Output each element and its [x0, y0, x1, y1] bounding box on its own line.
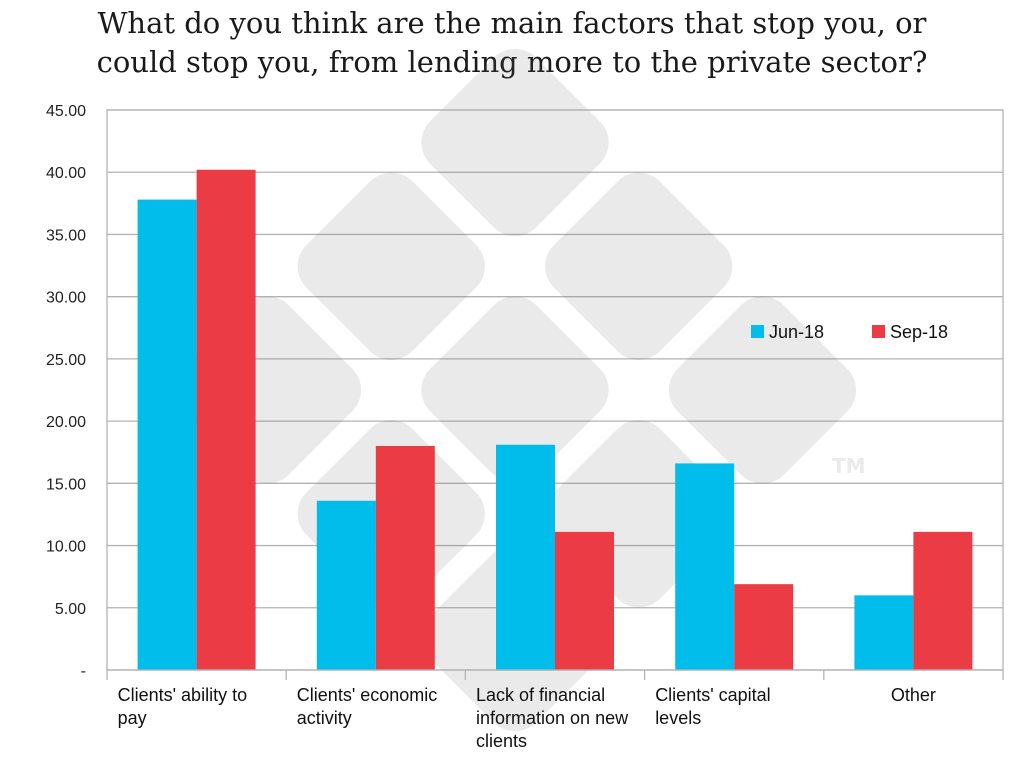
chart-title-line-1: What do you think are the main factors t… [97, 6, 927, 40]
x-category-label: Other [891, 685, 936, 705]
watermark-trademark: TM [832, 454, 866, 478]
y-tick-label: 35.00 [46, 227, 86, 244]
bars [137, 169, 973, 670]
bar-jun-18 [496, 444, 555, 670]
bar-jun-18 [316, 500, 376, 670]
legend-label: Jun-18 [769, 322, 824, 342]
x-category-label: Lack of financial [476, 685, 605, 705]
x-category-label: information on new [476, 708, 629, 728]
x-category-label: Clients' economic [297, 685, 438, 705]
x-category-label: clients [476, 731, 527, 751]
bar-sep-18 [196, 169, 256, 670]
legend: Jun-18 Sep-18 [751, 322, 948, 342]
bar-sep-18 [913, 531, 973, 670]
chart-title-line-2: could stop you, from lending more to the… [96, 45, 928, 79]
y-tick-label: 15.00 [46, 476, 86, 493]
plot-area-border [106, 109, 1004, 671]
bar-jun-18 [675, 463, 735, 670]
y-tick-label: 20.00 [46, 414, 86, 431]
x-category-label: activity [297, 708, 352, 728]
x-category-label: levels [655, 708, 701, 728]
y-tick-label: - [81, 663, 86, 680]
x-category-label: Clients' ability to [118, 685, 248, 705]
bar-jun-18 [854, 595, 914, 670]
legend-swatch [872, 325, 885, 338]
legend-swatch [751, 325, 764, 338]
y-tick-label: 30.00 [46, 290, 86, 307]
y-tick-label: 5.00 [55, 601, 86, 618]
legend-label: Sep-18 [890, 322, 948, 342]
chart-title: What do you think are the main factors t… [0, 4, 1024, 82]
y-tick-label: 40.00 [46, 165, 86, 182]
bar-sep-18 [734, 584, 794, 670]
x-category-label: Clients' capital [655, 685, 771, 705]
bar-sep-18 [375, 446, 435, 670]
y-tick-label: 10.00 [46, 539, 86, 556]
bar-jun-18 [137, 199, 197, 670]
bar-sep-18 [555, 531, 614, 670]
y-tick-label: 25.00 [46, 352, 86, 369]
x-category-label: pay [118, 708, 147, 728]
axes: - 5.00 10.00 15.00 20.00 25.00 30.00 35.00 40.00… [46, 103, 1004, 751]
y-tick-label: 45.00 [46, 103, 86, 120]
